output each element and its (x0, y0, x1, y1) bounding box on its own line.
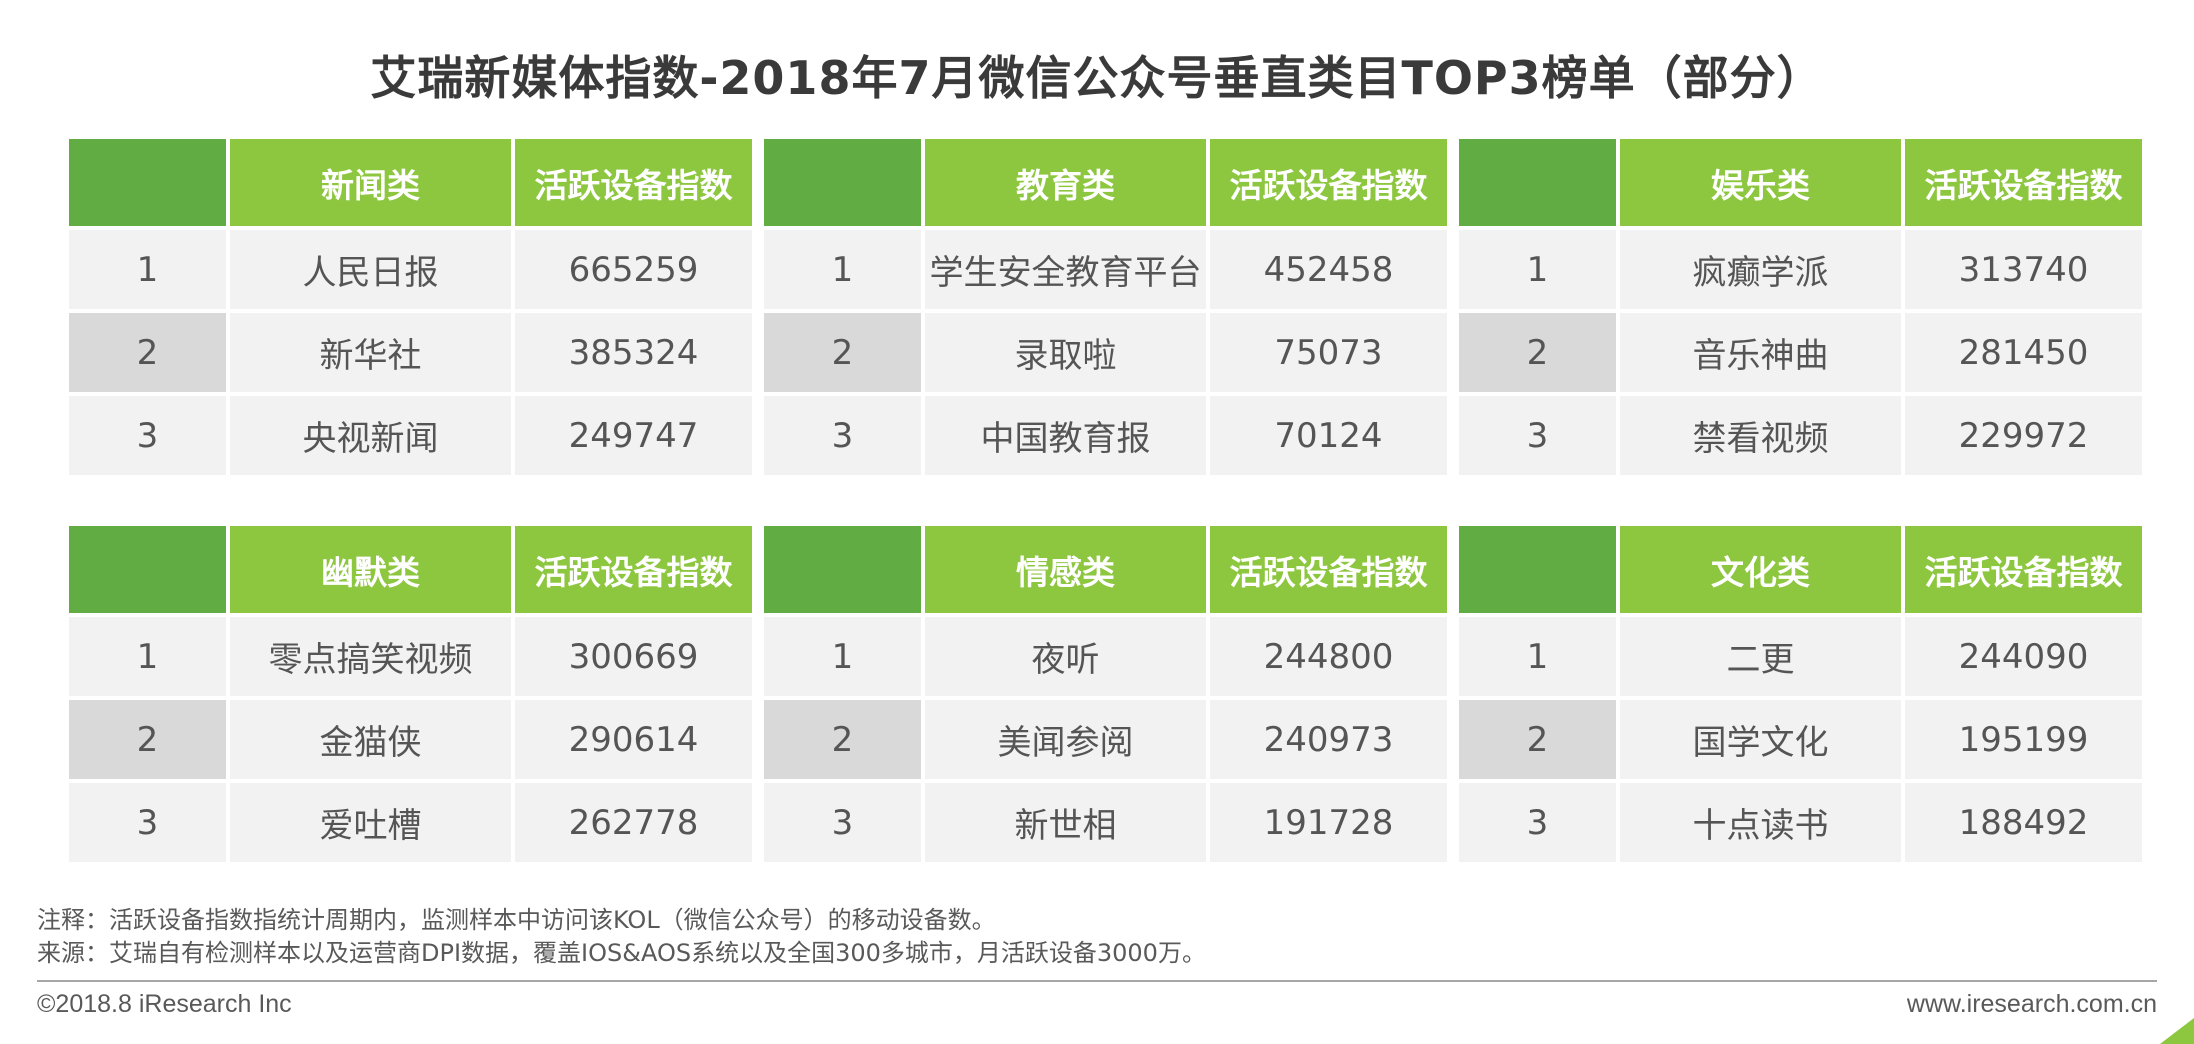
header-category: 娱乐类 (1620, 139, 1901, 226)
header-index: 活跃设备指数 (1905, 139, 2142, 226)
index-value: 262778 (515, 783, 752, 862)
footer-divider (37, 980, 2157, 982)
header-index: 活跃设备指数 (515, 526, 752, 613)
ranking-table-news: 新闻类 活跃设备指数 1 人民日报 665259 2 新华社 385324 3 … (69, 139, 752, 475)
account-name: 国学文化 (1620, 700, 1901, 779)
account-name: 音乐神曲 (1620, 313, 1901, 392)
index-value: 229972 (1905, 396, 2142, 475)
rank-cell: 1 (1459, 230, 1616, 309)
page-title: 艾瑞新媒体指数-2018年7月微信公众号垂直类目TOP3榜单（部分） (370, 51, 1824, 105)
account-name: 录取啦 (925, 313, 1206, 392)
source-text: 来源：艾瑞自有检测样本以及运营商DPI数据，覆盖IOS&AOS系统以及全国300… (37, 939, 1206, 967)
index-value: 240973 (1210, 700, 1447, 779)
ranking-table-culture: 文化类 活跃设备指数 1 二更 244090 2 国学文化 195199 3 十… (1459, 526, 2142, 862)
corner-triangle (2160, 1018, 2194, 1044)
ranking-table-entertainment: 娱乐类 活跃设备指数 1 疯癫学派 313740 2 音乐神曲 281450 3… (1459, 139, 2142, 475)
rank-cell: 1 (764, 617, 921, 696)
index-value: 290614 (515, 700, 752, 779)
rank-cell: 1 (69, 617, 226, 696)
header-index: 活跃设备指数 (515, 139, 752, 226)
account-name: 疯癫学派 (1620, 230, 1901, 309)
account-name: 中国教育报 (925, 396, 1206, 475)
copyright: ©2018.8 iResearch Inc (37, 990, 292, 1018)
rank-cell: 3 (69, 783, 226, 862)
rank-cell: 3 (764, 783, 921, 862)
index-value: 244800 (1210, 617, 1447, 696)
account-name: 禁看视频 (1620, 396, 1901, 475)
rank-cell: 1 (69, 230, 226, 309)
account-name: 十点读书 (1620, 783, 1901, 862)
index-value: 191728 (1210, 783, 1447, 862)
account-name: 零点搞笑视频 (230, 617, 511, 696)
rank-cell: 3 (764, 396, 921, 475)
rank-cell: 3 (1459, 396, 1616, 475)
rank-cell: 1 (1459, 617, 1616, 696)
index-value: 188492 (1905, 783, 2142, 862)
index-value: 313740 (1905, 230, 2142, 309)
rank-cell: 3 (1459, 783, 1616, 862)
index-value: 665259 (515, 230, 752, 309)
header-index: 活跃设备指数 (1210, 139, 1447, 226)
account-name: 新世相 (925, 783, 1206, 862)
index-value: 249747 (515, 396, 752, 475)
index-value: 75073 (1210, 313, 1447, 392)
account-name: 央视新闻 (230, 396, 511, 475)
index-value: 385324 (515, 313, 752, 392)
header-category: 教育类 (925, 139, 1206, 226)
rank-cell: 2 (69, 313, 226, 392)
header-rank-cell (764, 526, 921, 613)
header-category: 幽默类 (230, 526, 511, 613)
index-value: 281450 (1905, 313, 2142, 392)
account-name: 学生安全教育平台 (925, 230, 1206, 309)
rank-cell: 1 (764, 230, 921, 309)
index-value: 244090 (1905, 617, 2142, 696)
rank-cell: 2 (764, 700, 921, 779)
account-name: 人民日报 (230, 230, 511, 309)
index-value: 300669 (515, 617, 752, 696)
account-name: 金猫侠 (230, 700, 511, 779)
header-rank-cell (1459, 139, 1616, 226)
header-rank-cell (1459, 526, 1616, 613)
index-value: 195199 (1905, 700, 2142, 779)
rank-cell: 2 (1459, 313, 1616, 392)
ranking-table-emotion: 情感类 活跃设备指数 1 夜听 244800 2 美闻参阅 240973 3 新… (764, 526, 1447, 862)
header-rank-cell (69, 526, 226, 613)
account-name: 夜听 (925, 617, 1206, 696)
account-name: 爱吐槽 (230, 783, 511, 862)
header-rank-cell (69, 139, 226, 226)
footnotes: 注释：活跃设备指数指统计周期内，监测样本中访问该KOL（微信公众号）的移动设备数… (37, 904, 1206, 970)
account-name: 新华社 (230, 313, 511, 392)
ranking-table-education: 教育类 活跃设备指数 1 学生安全教育平台 452458 2 录取啦 75073… (764, 139, 1447, 475)
index-value: 70124 (1210, 396, 1447, 475)
ranking-table-humor: 幽默类 活跃设备指数 1 零点搞笑视频 300669 2 金猫侠 290614 … (69, 526, 752, 862)
header-category: 文化类 (1620, 526, 1901, 613)
rank-cell: 2 (764, 313, 921, 392)
website-link[interactable]: www.iresearch.com.cn (1906, 990, 2157, 1018)
header-category: 情感类 (925, 526, 1206, 613)
account-name: 二更 (1620, 617, 1901, 696)
rank-cell: 2 (1459, 700, 1616, 779)
header-index: 活跃设备指数 (1210, 526, 1447, 613)
note-text: 注释：活跃设备指数指统计周期内，监测样本中访问该KOL（微信公众号）的移动设备数… (37, 906, 996, 934)
header-rank-cell (764, 139, 921, 226)
rank-cell: 2 (69, 700, 226, 779)
header-category: 新闻类 (230, 139, 511, 226)
header-index: 活跃设备指数 (1905, 526, 2142, 613)
rank-cell: 3 (69, 396, 226, 475)
account-name: 美闻参阅 (925, 700, 1206, 779)
index-value: 452458 (1210, 230, 1447, 309)
